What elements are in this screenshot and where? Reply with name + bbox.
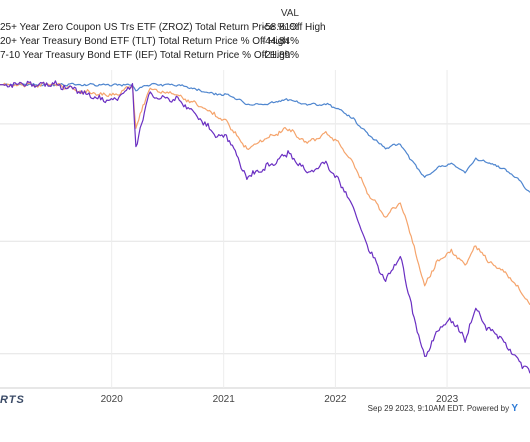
legend-label-tlt: 20+ Year Treasury Bond ETF (TLT) Total R… xyxy=(0,36,289,47)
footer-timestamp: Sep 29 2023, 9:10AM EDT. Powered by Y xyxy=(368,403,518,414)
chart-grid xyxy=(0,70,530,389)
x-axis: 2020 2021 2022 2023 xyxy=(101,394,459,405)
footer-stamp-text: Sep 29 2023, 9:10AM EDT. Powered by xyxy=(367,404,510,413)
series-line[interactable] xyxy=(0,82,530,306)
x-tick-label: 2023 xyxy=(436,394,459,405)
legend-label-zroz: 25+ Year Zero Coupon US Trs ETF (ZROZ) T… xyxy=(0,22,326,33)
series-line[interactable] xyxy=(0,82,530,193)
legend-value-tlt: -44.84% xyxy=(261,36,299,47)
x-tick-label: 2021 xyxy=(213,394,236,405)
provider-logo: Y xyxy=(511,403,518,414)
x-tick-label: 2022 xyxy=(324,394,347,405)
series-line[interactable] xyxy=(0,80,530,374)
x-tick-label: 2020 xyxy=(101,394,124,405)
legend-item-tlt[interactable]: 20+ Year Treasury Bond ETF (TLT) Total R… xyxy=(0,36,300,50)
legend-value-header: VAL xyxy=(280,8,299,19)
legend-value-ief: -21.89% xyxy=(261,50,299,61)
brand-logo: RTS xyxy=(0,394,25,406)
legend-label-ief: 7-10 Year Treasury Bond ETF (IEF) Total … xyxy=(0,50,291,61)
legend-value-zroz: -58.81% xyxy=(261,22,299,33)
legend-item-zroz[interactable]: 25+ Year Zero Coupon US Trs ETF (ZROZ) T… xyxy=(0,22,326,36)
legend-item-ief[interactable]: 7-10 Year Treasury Bond ETF (IEF) Total … xyxy=(0,50,300,64)
chart-series xyxy=(0,80,530,374)
